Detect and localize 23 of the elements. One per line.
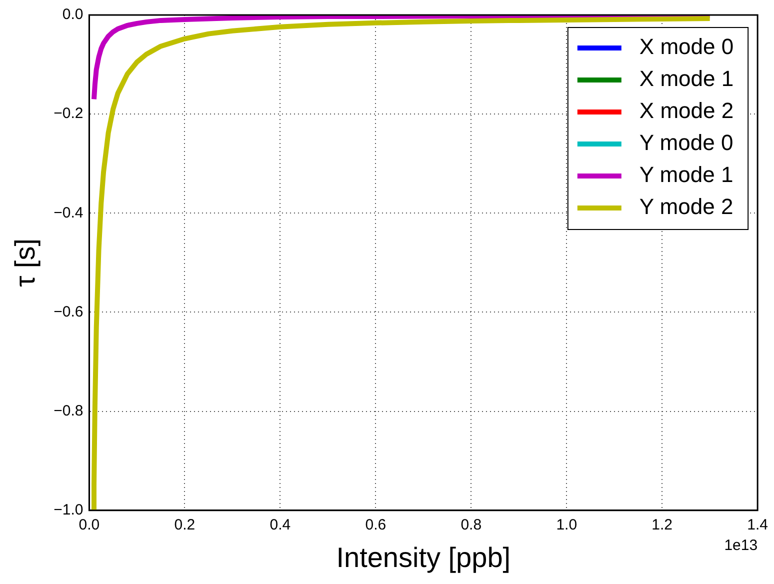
- x-tick-label: 0.4: [270, 516, 291, 534]
- x-tick-label: 1.2: [652, 516, 673, 534]
- x-axis-title: Intensity [ppb]: [336, 542, 511, 573]
- legend-label: X mode 0: [639, 34, 734, 60]
- legend-label: X mode 2: [639, 98, 734, 124]
- x-tick-label: 0.8: [460, 516, 482, 534]
- y-tick-label: −1.0: [54, 502, 84, 519]
- x-tick-label: 0.0: [78, 516, 100, 534]
- x-tick-label: 0.6: [365, 516, 386, 534]
- legend-label: Y mode 0: [639, 130, 734, 156]
- x-tick-label: 1.4: [747, 516, 768, 534]
- legend-label: Y mode 1: [639, 162, 734, 188]
- text: 1e13: [724, 537, 758, 554]
- legend-label: Y mode 2: [639, 194, 734, 220]
- legend-label: X mode 1: [639, 66, 734, 92]
- y-tick-label: 0.0: [62, 6, 84, 24]
- y-axis-title: τ [s]: [10, 238, 41, 287]
- y-tick-label: −0.8: [54, 402, 84, 420]
- y-tick-label: −0.2: [54, 105, 84, 122]
- y-tick-label: −0.4: [54, 204, 84, 222]
- y-tick-label: −0.6: [54, 303, 84, 320]
- x-tick-label: 0.2: [174, 516, 196, 534]
- x-tick-label: 1.0: [556, 516, 578, 534]
